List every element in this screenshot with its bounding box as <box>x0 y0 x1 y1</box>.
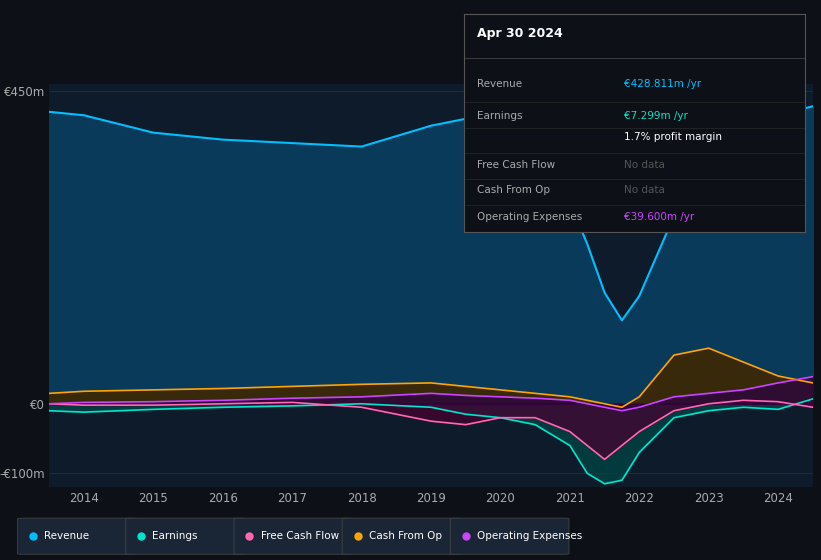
Text: No data: No data <box>624 185 665 195</box>
Text: €7.299m /yr: €7.299m /yr <box>624 110 688 120</box>
Text: Earnings: Earnings <box>153 531 198 541</box>
FancyBboxPatch shape <box>451 518 569 554</box>
Text: Revenue: Revenue <box>478 79 523 89</box>
Text: Cash From Op: Cash From Op <box>369 531 442 541</box>
Text: Free Cash Flow: Free Cash Flow <box>260 531 338 541</box>
Text: Cash From Op: Cash From Op <box>478 185 551 195</box>
Text: No data: No data <box>624 160 665 170</box>
FancyBboxPatch shape <box>234 518 353 554</box>
Text: €428.811m /yr: €428.811m /yr <box>624 79 701 89</box>
Text: Revenue: Revenue <box>44 531 89 541</box>
Text: Earnings: Earnings <box>478 110 523 120</box>
FancyBboxPatch shape <box>18 518 136 554</box>
Text: €39.600m /yr: €39.600m /yr <box>624 212 695 222</box>
Text: Free Cash Flow: Free Cash Flow <box>478 160 556 170</box>
FancyBboxPatch shape <box>126 518 245 554</box>
Text: Operating Expenses: Operating Expenses <box>478 212 583 222</box>
Text: 1.7% profit margin: 1.7% profit margin <box>624 132 722 142</box>
FancyBboxPatch shape <box>342 518 461 554</box>
Text: Apr 30 2024: Apr 30 2024 <box>478 27 563 40</box>
Text: Operating Expenses: Operating Expenses <box>477 531 582 541</box>
